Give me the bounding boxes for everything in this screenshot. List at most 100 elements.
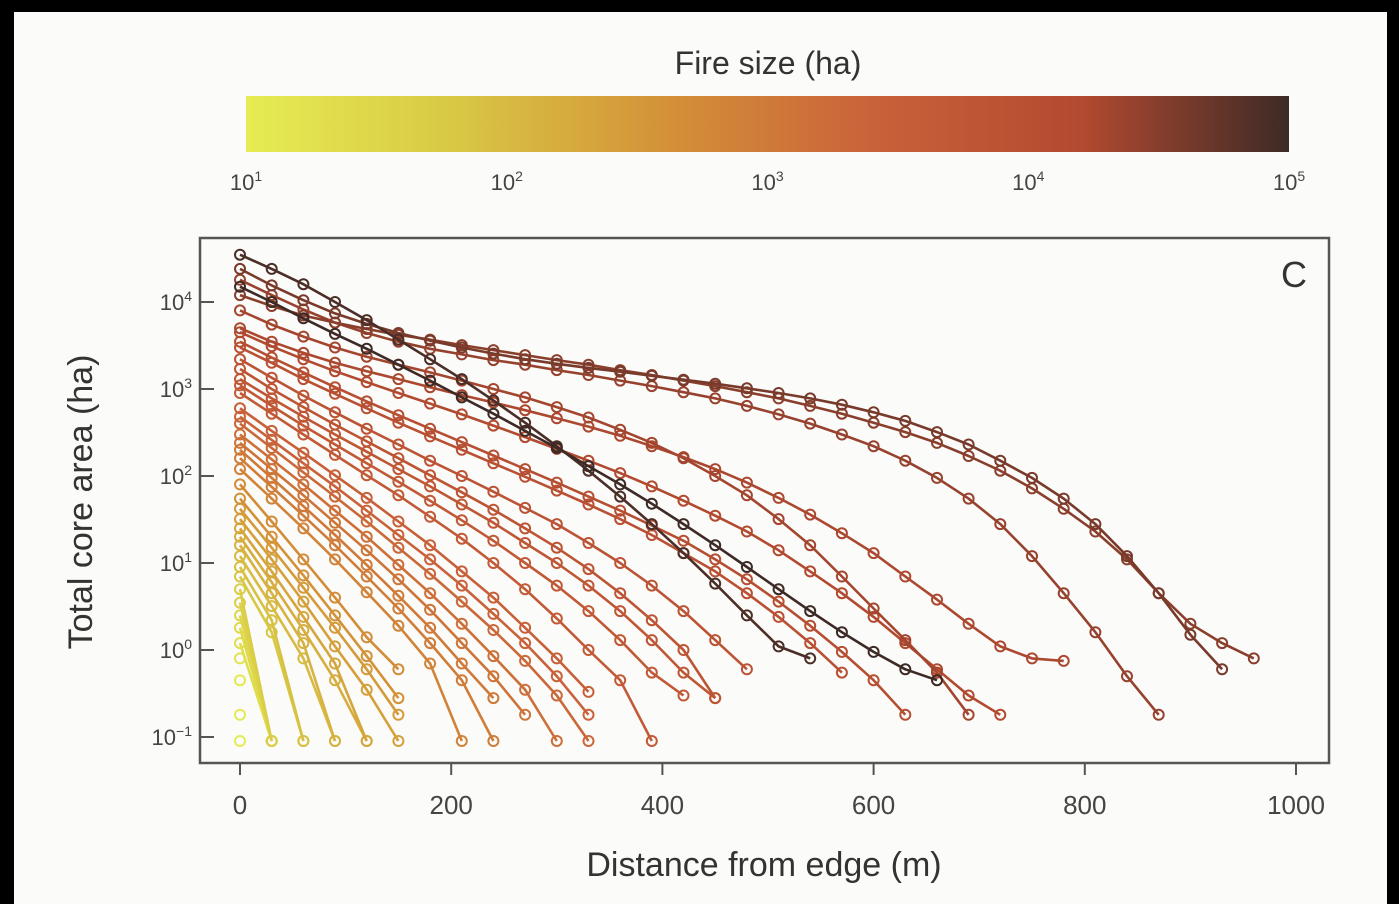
series-line (238, 497, 400, 699)
data-point (329, 307, 341, 320)
data-point (392, 387, 405, 399)
data-point (645, 666, 658, 679)
fire-series (234, 379, 690, 702)
fire-series (234, 513, 405, 747)
data-point (994, 640, 1007, 653)
data-point (962, 689, 975, 702)
data-point (329, 469, 341, 482)
data-point (487, 735, 500, 747)
series-line (238, 518, 400, 742)
data-point (329, 365, 341, 378)
data-point (360, 631, 373, 644)
data-point (867, 547, 880, 560)
data-point (550, 612, 563, 625)
data-point (582, 708, 595, 721)
data-point (487, 692, 500, 705)
data-point (487, 624, 500, 636)
data-point (645, 497, 658, 510)
series-line (239, 331, 1001, 716)
data-point (804, 565, 817, 578)
data-point (424, 454, 437, 467)
data-point (392, 529, 405, 541)
data-point (867, 602, 880, 615)
data-point (455, 657, 468, 670)
data-point (645, 436, 658, 449)
series-line (239, 267, 1224, 671)
series-line (238, 536, 368, 742)
fire-series (234, 492, 405, 705)
data-point (424, 587, 437, 600)
data-point (297, 595, 310, 608)
data-point (392, 489, 405, 502)
data-point (329, 674, 341, 687)
series-line (239, 358, 748, 671)
data-point (234, 452, 246, 465)
data-point (614, 478, 627, 491)
data-point (424, 637, 437, 650)
data-point (550, 541, 563, 554)
data-point (360, 457, 373, 470)
data-point (835, 666, 848, 679)
data-point (487, 449, 500, 462)
colorbar (246, 96, 1289, 152)
data-point (424, 397, 437, 410)
data-point (455, 617, 468, 630)
data-point (740, 489, 753, 502)
data-point (487, 383, 500, 395)
data-point (899, 634, 912, 647)
data-point (329, 504, 341, 517)
fire-series (234, 463, 468, 747)
data-point (709, 539, 722, 552)
data-point (297, 278, 310, 291)
data-point (487, 534, 500, 547)
data-point (487, 407, 500, 420)
data-point (392, 515, 405, 528)
data-point (360, 650, 373, 663)
data-point (1057, 492, 1070, 505)
data-point (329, 296, 341, 308)
data-point (265, 262, 278, 275)
fire-series (234, 410, 595, 721)
data-point (360, 435, 373, 448)
y-tick-label: 103 (160, 375, 192, 402)
data-point (392, 663, 405, 676)
data-point (709, 553, 722, 566)
data-point (234, 478, 246, 491)
data-point (550, 357, 563, 370)
data-point (772, 387, 785, 399)
data-point (582, 579, 595, 592)
data-point (899, 454, 912, 467)
data-point (297, 312, 310, 325)
data-point (1026, 550, 1038, 563)
data-point (265, 383, 278, 395)
data-point (265, 492, 278, 505)
data-point (1089, 626, 1102, 639)
data-point (392, 735, 405, 747)
data-point (709, 577, 722, 590)
data-point (645, 579, 658, 592)
data-point (424, 374, 437, 387)
data-point (582, 685, 595, 698)
series-layer (234, 248, 1260, 747)
data-point (360, 586, 373, 599)
data-point (392, 602, 405, 615)
data-point (392, 358, 405, 371)
x-tick-label: 200 (430, 790, 473, 820)
fire-series (234, 583, 278, 747)
data-point (677, 534, 690, 547)
data-point (329, 640, 341, 653)
data-point (424, 553, 437, 566)
data-point (709, 634, 722, 647)
data-point (297, 637, 310, 650)
data-point (519, 404, 532, 417)
data-point (392, 589, 405, 602)
data-point (424, 480, 437, 493)
data-point (424, 334, 437, 347)
series-line (239, 457, 495, 742)
data-point (804, 399, 817, 412)
colorbar-title: Fire size (ha) (675, 45, 862, 81)
fire-series (234, 387, 658, 747)
data-point (424, 494, 437, 507)
data-point (645, 614, 658, 627)
data-point (519, 708, 532, 721)
